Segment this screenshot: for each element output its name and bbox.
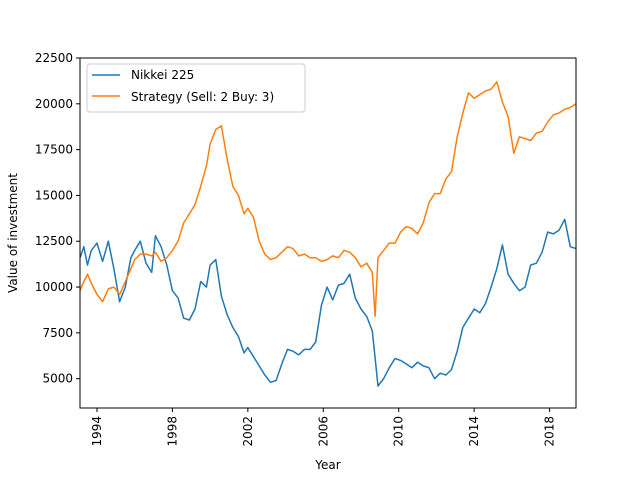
- y-tick-label: 15000: [35, 188, 73, 202]
- legend: Nikkei 225 Strategy (Sell: 2 Buy: 3): [86, 63, 306, 113]
- x-tick-label: 2010: [392, 416, 406, 447]
- series-line-nikkei: [79, 218, 577, 387]
- y-axis: 5000 7500 10000 12500 15000 17500 20000 22500: [35, 51, 80, 386]
- y-tick-label: 7500: [42, 326, 73, 340]
- x-tick-label: 2014: [467, 416, 481, 447]
- x-tick-label: 2006: [316, 416, 330, 447]
- series-line-strategy: [79, 81, 577, 318]
- y-tick-label: 20000: [35, 97, 73, 111]
- y-tick-label: 22500: [35, 51, 73, 65]
- y-tick-label: 12500: [35, 234, 73, 248]
- x-tick-label: 2002: [241, 416, 255, 447]
- x-tick-label: 1998: [165, 416, 179, 447]
- legend-box: [86, 63, 306, 113]
- x-axis-label: Year: [314, 458, 340, 472]
- y-tick-label: 5000: [42, 372, 73, 386]
- plot-area: [80, 58, 576, 408]
- y-tick-label: 17500: [35, 143, 73, 157]
- legend-label-nikkei: Nikkei 225: [131, 68, 194, 82]
- x-axis: 1994 1998 2002 2006 2010 2014 2018: [90, 408, 557, 447]
- x-tick-label: 2018: [543, 416, 557, 447]
- x-tick-label: 1994: [90, 416, 104, 447]
- y-tick-label: 10000: [35, 280, 73, 294]
- y-axis-label: Value of investment: [6, 173, 20, 293]
- legend-label-strategy: Strategy (Sell: 2 Buy: 3): [131, 90, 274, 104]
- series-layer: [79, 81, 577, 387]
- plot-frame: [79, 57, 577, 409]
